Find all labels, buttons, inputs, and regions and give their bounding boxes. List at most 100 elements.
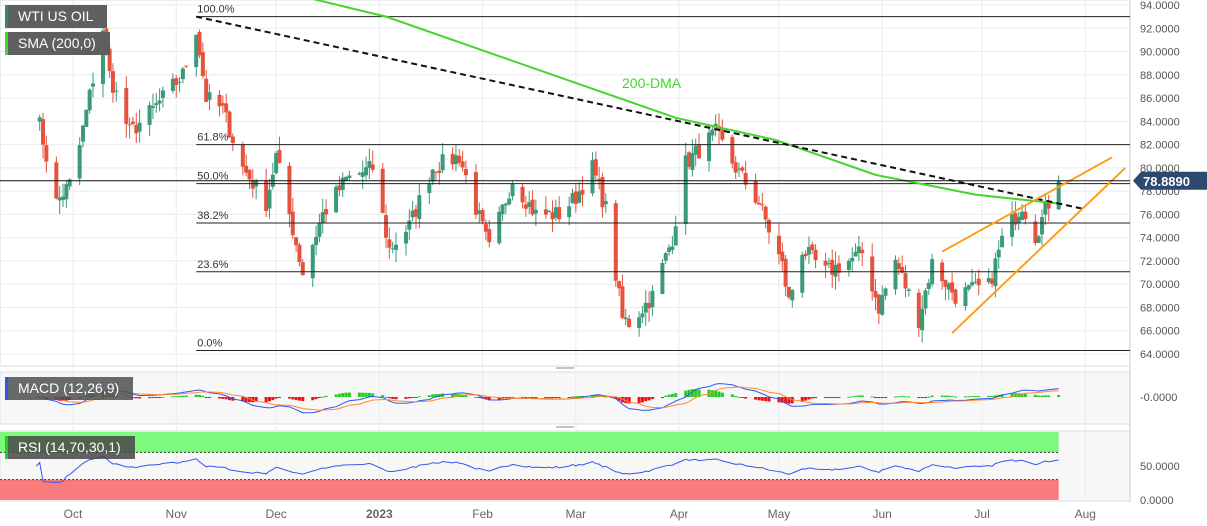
- candle: [137, 122, 142, 132]
- macd-bar: [814, 397, 818, 399]
- candle: [860, 249, 865, 254]
- macd-bar: [454, 393, 458, 397]
- macd-bar: [337, 393, 341, 397]
- candle: [367, 161, 372, 168]
- candle: [833, 264, 838, 277]
- macd-bar: [830, 397, 834, 398]
- candle: [547, 210, 552, 212]
- macd-bar: [947, 395, 951, 397]
- candle: [87, 89, 92, 111]
- macd-bar: [714, 390, 718, 397]
- candle: [697, 144, 702, 159]
- candle: [647, 303, 652, 309]
- y-tick-label: 74.0000: [1140, 233, 1180, 245]
- x-tick-label: Aug: [1075, 507, 1096, 521]
- macd-bar: [391, 397, 395, 399]
- candle: [663, 253, 668, 261]
- candle: [134, 125, 139, 134]
- macd-bar: [364, 392, 368, 397]
- macd-bar: [854, 395, 858, 397]
- candle: [780, 251, 785, 262]
- macd-bar: [274, 397, 278, 399]
- fib-level-label: 100.0%: [197, 4, 235, 16]
- dma-label: 200-DMA: [622, 75, 682, 91]
- candle: [100, 30, 105, 84]
- candle: [110, 71, 115, 93]
- candle: [557, 207, 562, 220]
- candle: [44, 145, 49, 162]
- rsi-legend[interactable]: RSI (14,70,30,1): [5, 436, 135, 459]
- candle: [990, 278, 995, 284]
- macd-bar: [920, 397, 924, 398]
- y-tick-label: 76.0000: [1140, 209, 1180, 221]
- macd-bar: [784, 397, 788, 404]
- macd-bar: [923, 397, 927, 398]
- macd-bar: [1047, 395, 1051, 397]
- candle: [67, 179, 72, 187]
- candle: [667, 247, 672, 252]
- x-tick-label: Nov: [166, 507, 187, 521]
- macd-bar: [807, 397, 811, 400]
- candle: [1040, 217, 1045, 235]
- candle: [344, 176, 349, 181]
- candle: [737, 168, 741, 170]
- macd-bar: [777, 397, 781, 403]
- candle: [523, 204, 528, 209]
- macd-bar: [507, 397, 511, 398]
- candle: [157, 100, 162, 104]
- macd-bar: [930, 395, 934, 397]
- candle: [267, 189, 272, 209]
- macd-bar: [963, 396, 967, 398]
- candle: [900, 267, 905, 273]
- macd-bar: [551, 397, 555, 398]
- sma-legend[interactable]: SMA (200,0): [5, 32, 110, 55]
- candle: [567, 206, 572, 218]
- macd-bar: [927, 396, 931, 398]
- x-tick-label: Oct: [64, 507, 83, 521]
- macd-bar: [204, 397, 208, 398]
- candle: [90, 83, 95, 87]
- macd-bar: [474, 396, 478, 398]
- macd-bar: [800, 397, 804, 402]
- candle: [577, 191, 582, 203]
- macd-panel: [0, 371, 1131, 425]
- candle: [57, 197, 62, 201]
- candle: [430, 169, 435, 182]
- macd-legend[interactable]: MACD (12,26,9): [5, 377, 134, 400]
- candle: [650, 290, 655, 308]
- candle: [1000, 235, 1005, 248]
- candle: [433, 171, 438, 173]
- candle: [297, 244, 302, 263]
- candle: [154, 103, 159, 106]
- instrument-legend[interactable]: WTI US OIL: [5, 5, 108, 28]
- macd-bar: [314, 397, 318, 400]
- macd-bar: [301, 397, 305, 402]
- candle: [300, 262, 305, 276]
- candle: [766, 220, 771, 233]
- candle: [550, 212, 555, 220]
- macd-bar: [171, 396, 175, 398]
- candle: [810, 244, 815, 251]
- macd-bar: [481, 397, 485, 399]
- candle: [147, 105, 152, 125]
- rsi-tick-label: 0.0000: [1140, 495, 1174, 507]
- macd-bar: [134, 397, 138, 399]
- y-tick-label: 82.0000: [1140, 140, 1180, 152]
- macd-bar: [567, 397, 571, 398]
- candle: [364, 167, 369, 176]
- macd-bar: [574, 396, 578, 398]
- macd-bar: [827, 397, 831, 398]
- candle: [177, 81, 182, 83]
- macd-bar: [674, 393, 678, 397]
- x-tick-label: Mar: [565, 507, 586, 521]
- candle: [527, 202, 532, 207]
- macd-bar: [511, 396, 515, 398]
- macd-bar: [394, 397, 398, 400]
- macd-bar: [917, 397, 921, 398]
- rsi-oversold-zone: [0, 479, 1059, 500]
- candle: [846, 260, 851, 270]
- candle: [480, 209, 485, 222]
- candle: [707, 132, 712, 162]
- candle: [836, 263, 841, 273]
- macd-bar: [690, 389, 694, 397]
